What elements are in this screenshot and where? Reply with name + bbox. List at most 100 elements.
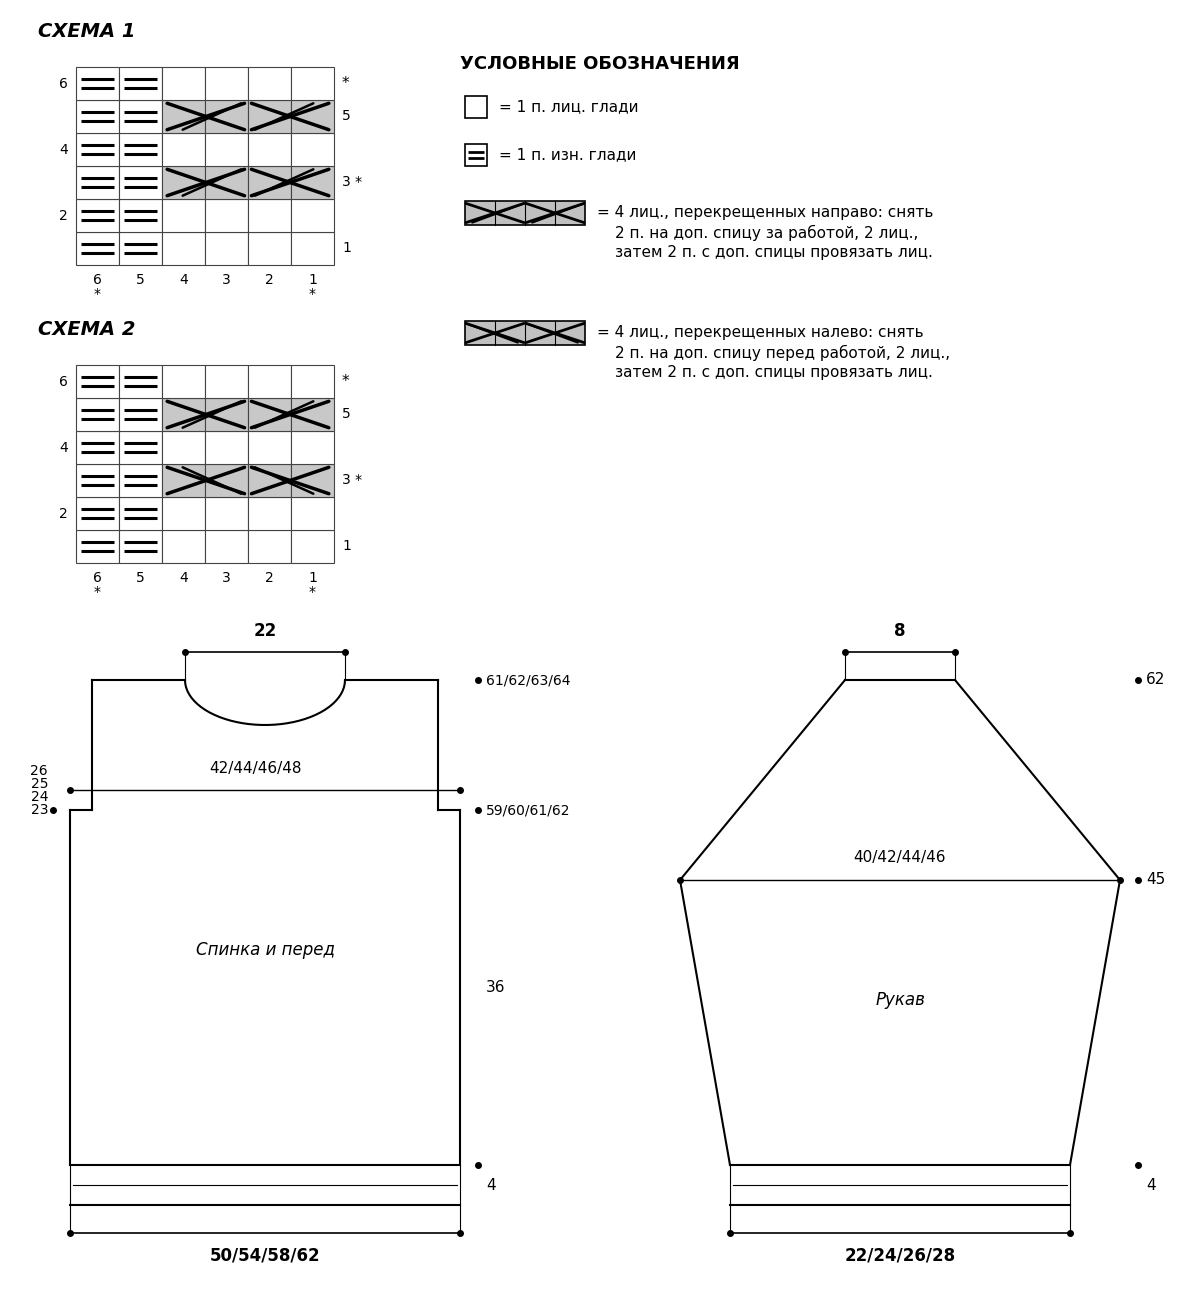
Bar [76,166,119,199]
Text: *: * [342,76,349,92]
Text: *: * [342,374,349,390]
Bar [205,497,248,530]
Text: 3 *: 3 * [342,175,362,190]
Bar [466,144,487,166]
Bar [205,530,248,562]
Bar [292,431,334,464]
Bar [205,166,248,199]
Text: 2: 2 [59,507,68,520]
Text: 4: 4 [1146,1178,1156,1192]
Bar [292,530,334,562]
Bar [292,365,334,399]
Text: СХЕМА 2: СХЕМА 2 [38,320,136,339]
Bar [292,67,334,101]
Bar [119,497,162,530]
Bar [292,101,334,133]
Text: 2: 2 [59,209,68,222]
Text: затем 2 п. с доп. спицы провязать лиц.: затем 2 п. с доп. спицы провязать лиц. [616,245,932,261]
Text: 3: 3 [222,571,230,584]
Bar [466,201,586,224]
Text: = 4 лиц., перекрещенных направо: снять: = 4 лиц., перекрещенных направо: снять [598,205,934,221]
Bar [248,431,292,464]
Bar [248,133,292,166]
Bar [162,464,205,497]
Bar [119,365,162,399]
Bar [205,464,248,497]
Bar [162,101,205,133]
Text: 22: 22 [253,622,277,640]
Bar [248,464,292,497]
Bar [119,232,162,264]
Text: 2 п. на доп. спицу за работой, 2 лиц.,: 2 п. на доп. спицу за работой, 2 лиц., [616,224,918,241]
Text: *: * [310,286,316,301]
Bar [119,399,162,431]
Text: затем 2 п. с доп. спицы провязать лиц.: затем 2 п. с доп. спицы провязать лиц. [616,365,932,381]
Bar [119,464,162,497]
Text: СХЕМА 1: СХЕМА 1 [38,22,136,41]
Text: 4: 4 [59,142,68,156]
Text: 4: 4 [59,440,68,454]
Bar [119,431,162,464]
Text: = 4 лиц., перекрещенных налево: снять: = 4 лиц., перекрещенных налево: снять [598,325,924,341]
Bar [76,365,119,399]
Bar [119,166,162,199]
Bar [76,101,119,133]
Bar [76,497,119,530]
Bar [76,199,119,232]
Text: 2 п. на доп. спицу перед работой, 2 лиц.,: 2 п. на доп. спицу перед работой, 2 лиц.… [616,344,950,361]
Text: 1: 1 [342,539,350,553]
Bar [466,95,487,117]
Bar [76,133,119,166]
Bar [162,166,205,199]
Bar [119,530,162,562]
Text: Рукав: Рукав [875,991,925,1009]
Bar [248,365,292,399]
Bar [119,199,162,232]
Bar [248,67,292,101]
Text: 4: 4 [179,273,188,286]
Text: 1: 1 [308,273,317,286]
Bar [205,133,248,166]
Text: = 1 п. изн. глади: = 1 п. изн. глади [499,147,636,163]
Bar [205,232,248,264]
Text: 4: 4 [179,571,188,584]
Bar [119,67,162,101]
Text: Спинка и перед: Спинка и перед [196,940,335,958]
Bar [162,67,205,101]
Text: УСЛОВНЫЕ ОБОЗНАЧЕНИЯ: УСЛОВНЫЕ ОБОЗНАЧЕНИЯ [460,55,739,74]
Bar [248,497,292,530]
Bar [76,530,119,562]
Text: 45: 45 [1146,872,1165,888]
Bar [292,497,334,530]
Text: 5: 5 [342,408,350,422]
Bar [205,199,248,232]
Text: 5: 5 [136,273,145,286]
Bar [248,399,292,431]
Bar [248,166,292,199]
Text: 3 *: 3 * [342,473,362,488]
Bar [248,232,292,264]
Bar [76,399,119,431]
Text: 3: 3 [222,273,230,286]
Text: 5: 5 [136,571,145,584]
Text: 5: 5 [342,110,350,124]
Bar [119,101,162,133]
Bar [292,399,334,431]
Text: 8: 8 [894,622,906,640]
Bar [292,464,334,497]
Text: 50/54/58/62: 50/54/58/62 [210,1247,320,1265]
Text: 6: 6 [94,571,102,584]
Bar [248,101,292,133]
Text: = 1 п. лиц. глади: = 1 п. лиц. глади [499,99,638,115]
Text: 61/62/63/64: 61/62/63/64 [486,673,570,688]
Bar [248,530,292,562]
Text: 2: 2 [265,273,274,286]
Bar [162,530,205,562]
Text: *: * [94,286,101,301]
Text: 4: 4 [486,1178,496,1192]
Text: 36: 36 [486,979,505,995]
Text: 24: 24 [30,789,48,804]
Text: *: * [94,584,101,599]
Bar [162,399,205,431]
Text: 1: 1 [308,571,317,584]
